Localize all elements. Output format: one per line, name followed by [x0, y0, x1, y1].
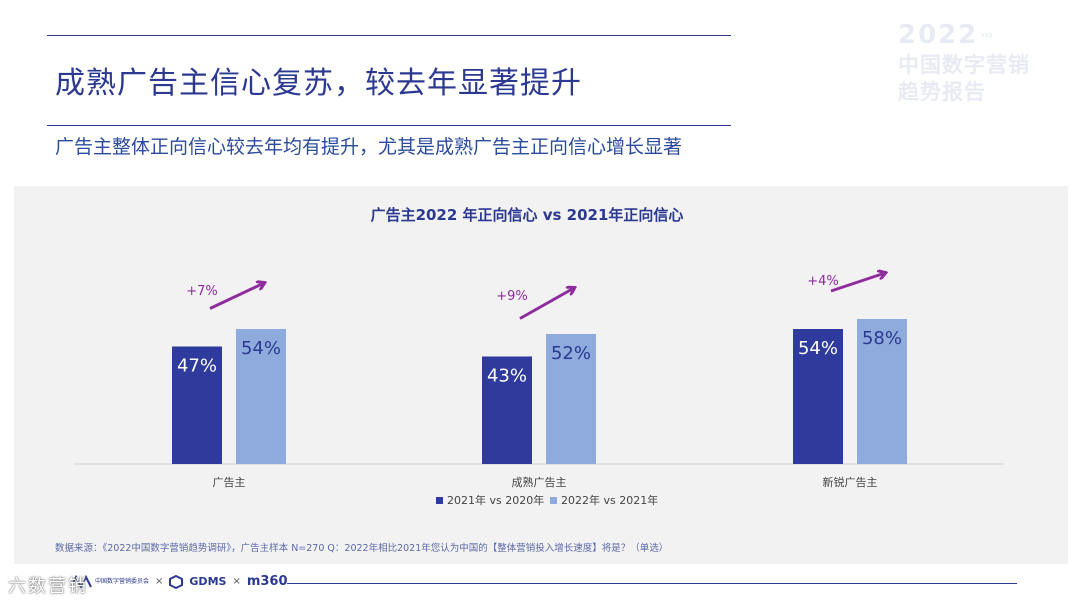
gdms-logo: GDMS [189, 575, 227, 588]
data-source-footnote: 数据来源：《2022中国数字营销趋势调研》，广告主样本 N=270 Q：2022… [55, 543, 669, 554]
chart-title: 广告主2022 年正向信心 vs 2021年正向信心 [371, 206, 684, 224]
bar-value-label-2022-0: 54% [241, 338, 281, 359]
bar-value-label-2021-2: 54% [798, 338, 838, 359]
top-rule [47, 35, 731, 36]
times-separator-1: × [155, 576, 164, 587]
brand-year-row: 2022 ››› [898, 18, 1068, 52]
growth-label-2: +4% [807, 274, 839, 289]
times-separator-2: × [232, 576, 241, 587]
bar-chart: 广告主2022 年正向信心 vs 2021年正向信心 47%54%广告主+7%4… [74, 206, 1004, 507]
legend-swatch-2021 [436, 497, 443, 504]
gdms-hex-icon [169, 574, 184, 589]
page-title: 成熟广告主信心复苏，较去年显著提升 [55, 66, 582, 101]
bar-value-label-2022-1: 52% [551, 343, 591, 364]
growth-arrow-1 [519, 288, 574, 320]
growth-label-1: +9% [496, 289, 528, 304]
bar-2021-0 [172, 346, 222, 464]
category-label-0: 广告主 [213, 476, 246, 489]
category-label-1: 成熟广告主 [512, 475, 567, 489]
committee-mark-icon [70, 574, 92, 589]
legend-label-2021: 2021年 vs 2020年 [447, 493, 544, 507]
category-label-2: 新锐广告主 [823, 475, 878, 489]
bar-2022-2 [857, 319, 907, 464]
partner-logos: 中国数字营销委员会 × GDMS × m360 [70, 574, 288, 589]
legend-swatch-2022 [550, 497, 557, 504]
footer: 中国数字营销委员会 × GDMS × m360 六数营销 [0, 568, 1080, 608]
title-divider [47, 125, 731, 126]
bar-2021-1 [482, 356, 532, 464]
brand-chevrons-icon: ››› [980, 28, 993, 42]
bar-2022-0 [236, 329, 286, 464]
bar-value-label-2021-1: 43% [487, 366, 527, 387]
growth-arrow-0 [209, 283, 264, 310]
committee-logo-text: 中国数字营销委员会 [95, 577, 150, 585]
growth-arrow-2 [830, 273, 885, 293]
legend-label-2022: 2022年 vs 2021年 [561, 493, 658, 507]
bar-2021-2 [793, 329, 843, 464]
chart-panel: 广告主2022 年正向信心 vs 2021年正向信心 47% 54% 广告主 +7% 4… [14, 186, 1068, 564]
bar-2022-1 [546, 334, 596, 464]
bar-value-label-2021-0: 47% [177, 356, 217, 377]
page-subtitle: 广告主整体正向信心较去年均有提升，尤其是成熟广告主正向信心增长显著 [55, 136, 683, 158]
brand-line-2: 趋势报告 [898, 80, 986, 104]
brand-year: 2022 [898, 20, 979, 50]
m360-logo: m360 [246, 574, 288, 589]
brand-line-1: 中国数字营销 [898, 53, 1030, 77]
watermark: 六数营销 [8, 576, 88, 597]
committee-logo: 中国数字营销委员会 [70, 574, 150, 589]
growth-label-0: +7% [186, 284, 218, 299]
footer-rule [287, 583, 1017, 584]
report-brand: 2022 ››› 中国数字营销 趋势报告 [898, 18, 1068, 106]
bar-value-label-2022-2: 58% [862, 328, 902, 349]
bars-layer: 47% 54% 广告主 +7% 43% 52% 成熟广告主 +9% 54% 58% 新锐广告主 +4% [172, 273, 907, 489]
legend: 2021年 vs 2020年 2022年 vs 2021年 [436, 493, 658, 507]
